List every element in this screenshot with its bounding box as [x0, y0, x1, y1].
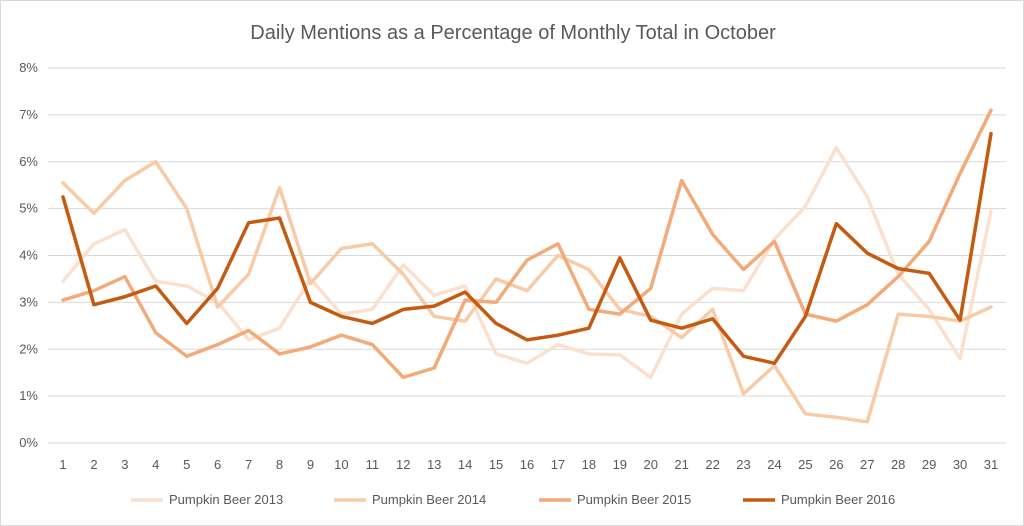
x-tick-label: 27: [860, 457, 874, 472]
x-tick-label: 23: [736, 457, 750, 472]
y-tick-label: 6%: [19, 154, 38, 169]
series-line-pumpkin-beer-2015: [61, 108, 993, 380]
y-tick-label: 1%: [19, 388, 38, 403]
y-tick-label: 7%: [19, 107, 38, 122]
y-tick-label: 8%: [19, 60, 38, 75]
x-tick-label: 20: [643, 457, 657, 472]
x-tick-label: 3: [121, 457, 128, 472]
x-tick-label: 10: [334, 457, 348, 472]
x-tick-label: 14: [458, 457, 472, 472]
x-tick-label: 2: [90, 457, 97, 472]
y-tick-label: 4%: [19, 248, 38, 263]
x-tick-label: 1: [59, 457, 66, 472]
x-tick-label: 31: [984, 457, 998, 472]
legend-label: Pumpkin Beer 2016: [781, 492, 895, 507]
x-tick-label: 8: [276, 457, 283, 472]
x-tick-label: 26: [829, 457, 843, 472]
x-tick-label: 9: [307, 457, 314, 472]
legend-label: Pumpkin Beer 2014: [372, 492, 486, 507]
x-tick-label: 12: [396, 457, 410, 472]
x-tick-label: 17: [551, 457, 565, 472]
chart-title: Daily Mentions as a Percentage of Monthl…: [250, 22, 776, 44]
x-tick-label: 29: [922, 457, 936, 472]
y-tick-label: 2%: [19, 341, 38, 356]
x-tick-label: 22: [705, 457, 719, 472]
x-tick-label: 19: [613, 457, 627, 472]
x-tick-label: 5: [183, 457, 190, 472]
x-tick-label: 18: [582, 457, 596, 472]
x-tick-label: 24: [767, 457, 781, 472]
x-tick-label: 15: [489, 457, 503, 472]
legend-label: Pumpkin Beer 2013: [169, 492, 283, 507]
x-tick-label: 28: [891, 457, 905, 472]
x-tick-label: 16: [520, 457, 534, 472]
x-tick-label: 11: [366, 457, 380, 472]
x-tick-label: 4: [152, 457, 159, 472]
x-tick-label: 13: [427, 457, 441, 472]
series-line-pumpkin-beer-2014: [61, 160, 993, 424]
x-tick-label: 7: [245, 457, 252, 472]
x-tick-label: 25: [798, 457, 812, 472]
y-tick-label: 3%: [19, 294, 38, 309]
x-tick-label: 21: [674, 457, 688, 472]
series-line-pumpkin-beer-2016: [61, 131, 993, 366]
y-tick-label: 0%: [19, 435, 38, 450]
x-tick-label: 30: [953, 457, 967, 472]
x-tick-label: 6: [214, 457, 221, 472]
y-tick-label: 5%: [19, 201, 38, 216]
legend-label: Pumpkin Beer 2015: [577, 492, 691, 507]
